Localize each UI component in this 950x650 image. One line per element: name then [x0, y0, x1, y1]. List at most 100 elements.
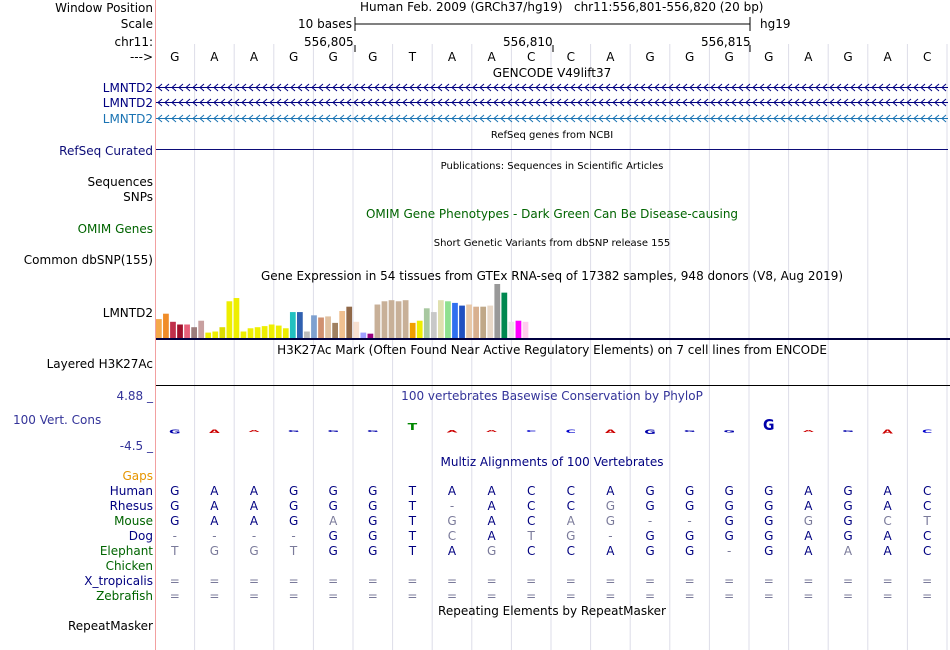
sequence-base: G	[288, 50, 299, 64]
strand-arrow	[843, 98, 849, 107]
strand-arrow	[731, 114, 737, 123]
strand-arrow	[724, 98, 730, 107]
strand-arrow	[220, 98, 226, 107]
aligned-base: =	[446, 589, 458, 603]
aligned-base: A	[566, 514, 575, 528]
phylop-label[interactable]: 100 Vert. Cons	[13, 413, 102, 427]
species-label[interactable]: Dog	[128, 529, 153, 543]
strand-arrow	[843, 83, 849, 92]
strand-arrow	[423, 98, 429, 107]
strand-arrow	[857, 114, 863, 123]
strand-arrow	[626, 83, 632, 92]
strand-arrow	[808, 114, 814, 123]
aligned-base: G	[368, 499, 378, 513]
repeatmasker-label[interactable]: RepeatMasker	[67, 619, 153, 633]
strand-label: --->	[129, 50, 153, 64]
strand-arrow	[220, 83, 226, 92]
phylop-title: 100 vertebrates Basewise Conservation by…	[401, 389, 703, 403]
gtex-tissue-bar	[289, 312, 296, 338]
strand-arrow	[689, 98, 695, 107]
aligned-base: =	[486, 589, 497, 603]
strand-arrow	[787, 83, 793, 92]
gtex-tissue-bar	[332, 322, 338, 338]
strand-arrow	[290, 114, 296, 123]
aligned-base: G	[724, 499, 734, 513]
aligned-base: =	[922, 589, 933, 603]
strand-arrow	[654, 114, 660, 123]
sequences-label[interactable]: Sequences	[87, 175, 153, 189]
strand-arrow	[374, 114, 380, 123]
aligned-base: -	[291, 529, 296, 543]
strand-arrow	[787, 114, 793, 123]
strand-arrow	[717, 114, 723, 123]
strand-arrow	[801, 83, 807, 92]
aligned-base: G	[843, 499, 853, 513]
strand-arrow	[381, 114, 387, 123]
aligned-base: G	[843, 529, 853, 543]
gencode-label[interactable]: LMNTD2	[102, 96, 153, 110]
species-label[interactable]: Mouse	[114, 514, 153, 528]
strand-arrow	[542, 114, 548, 123]
strand-arrow	[927, 98, 933, 107]
dbsnp-label[interactable]: Common dbSNP(155)	[23, 253, 153, 267]
species-label[interactable]: Human	[109, 484, 153, 498]
refseq-label[interactable]: RefSeq Curated	[59, 144, 153, 158]
strand-arrow	[479, 114, 485, 123]
strand-arrow	[367, 98, 373, 107]
strand-arrow	[262, 114, 268, 123]
species-label[interactable]: Elephant	[99, 544, 153, 558]
strand-arrow	[276, 98, 282, 107]
strand-arrow	[493, 114, 499, 123]
gtex-tissue-bar	[233, 298, 240, 338]
h3k27ac-title: H3K27Ac Mark (Often Found Near Active Re…	[277, 343, 827, 357]
strand-arrow	[171, 98, 177, 107]
gtex-tissue-bar	[423, 308, 430, 338]
h3k27ac-label[interactable]: Layered H3K27Ac	[46, 357, 153, 371]
refseq-feature[interactable]	[156, 149, 948, 150]
species-label[interactable]: X_tropicalis	[84, 574, 153, 588]
gtex-tissue-bar	[268, 324, 275, 338]
species-label[interactable]: Zebrafish	[96, 589, 153, 603]
aligned-base: T	[923, 514, 931, 528]
gencode-label[interactable]: LMNTD2	[102, 81, 153, 95]
gencode-label[interactable]: LMNTD2	[102, 112, 153, 126]
strand-arrow	[269, 83, 275, 92]
aligned-base: A	[329, 514, 338, 528]
strand-arrow	[458, 114, 464, 123]
gtex-label[interactable]: LMNTD2	[102, 306, 153, 320]
aligned-base: G	[605, 514, 616, 528]
aligned-base: =	[526, 589, 537, 603]
strand-arrow	[836, 83, 842, 92]
gtex-tissue-bar	[473, 306, 479, 338]
aligned-base: A	[487, 499, 496, 513]
aligned-base: =	[724, 574, 735, 588]
strand-arrow	[234, 83, 240, 92]
strand-arrow	[458, 98, 464, 107]
strand-arrow	[745, 83, 751, 92]
strand-arrow	[269, 114, 275, 123]
strand-arrow	[444, 83, 450, 92]
strand-arrow	[815, 83, 821, 92]
aligned-base: G	[447, 514, 457, 528]
species-label[interactable]: Chicken	[105, 559, 153, 573]
aligned-base: =	[486, 574, 497, 588]
aligned-base: G	[170, 484, 180, 498]
strand-arrow	[724, 83, 730, 92]
aligned-base: =	[248, 589, 260, 603]
aligned-base: -	[647, 514, 653, 528]
gtex-tissue-bar	[515, 320, 522, 338]
strand-arrow	[549, 98, 555, 107]
species-label[interactable]: Rhesus	[109, 499, 153, 513]
strand-arrow	[507, 83, 513, 92]
strand-arrow	[829, 98, 835, 107]
strand-arrow	[360, 83, 366, 92]
strand-arrow	[423, 114, 429, 123]
snps-label[interactable]: SNPs	[123, 190, 153, 204]
gtex-baseline	[156, 338, 950, 340]
strand-arrow	[675, 83, 681, 92]
strand-arrow	[661, 114, 667, 123]
omim-label[interactable]: OMIM Genes	[77, 222, 153, 236]
